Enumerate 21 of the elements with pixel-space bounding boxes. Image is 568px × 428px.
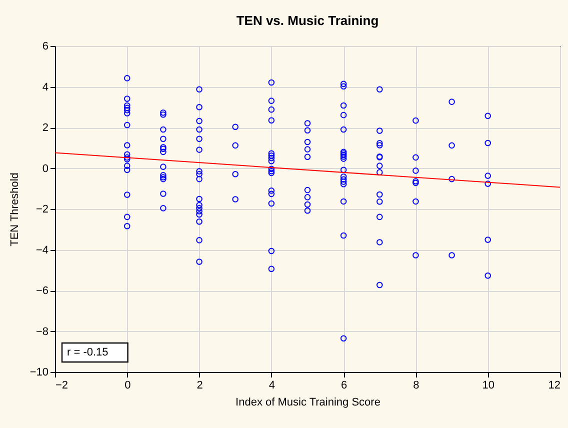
y-tick-label: 6 [42, 40, 48, 52]
x-tick-label: 10 [482, 380, 494, 392]
y-tick-label: 2 [42, 122, 48, 134]
x-tick-label: 4 [268, 380, 275, 392]
y-tick-label: −6 [36, 285, 48, 297]
x-tick-label: −2 [56, 380, 68, 392]
y-tick-label: −2 [36, 204, 48, 216]
y-tick-label: −4 [36, 244, 48, 256]
x-tick-label: 12 [548, 380, 560, 392]
x-tick-label: 6 [341, 380, 348, 392]
y-tick-label: 4 [42, 81, 48, 94]
x-axis-title: Index of Music Training Score [236, 396, 380, 408]
x-tick-label: 0 [124, 380, 131, 392]
x-tick-label: 2 [196, 380, 203, 392]
x-tick-label: 8 [413, 380, 420, 392]
y-axis-title: TEN Threshold [8, 172, 21, 246]
chart-title: TEN vs. Music Training [236, 13, 379, 28]
y-tick-label: −8 [36, 326, 48, 338]
y-tick-label: 0 [42, 162, 48, 175]
y-tick-label: −10 [30, 366, 48, 378]
annotation: r = -0.15 [67, 346, 108, 358]
